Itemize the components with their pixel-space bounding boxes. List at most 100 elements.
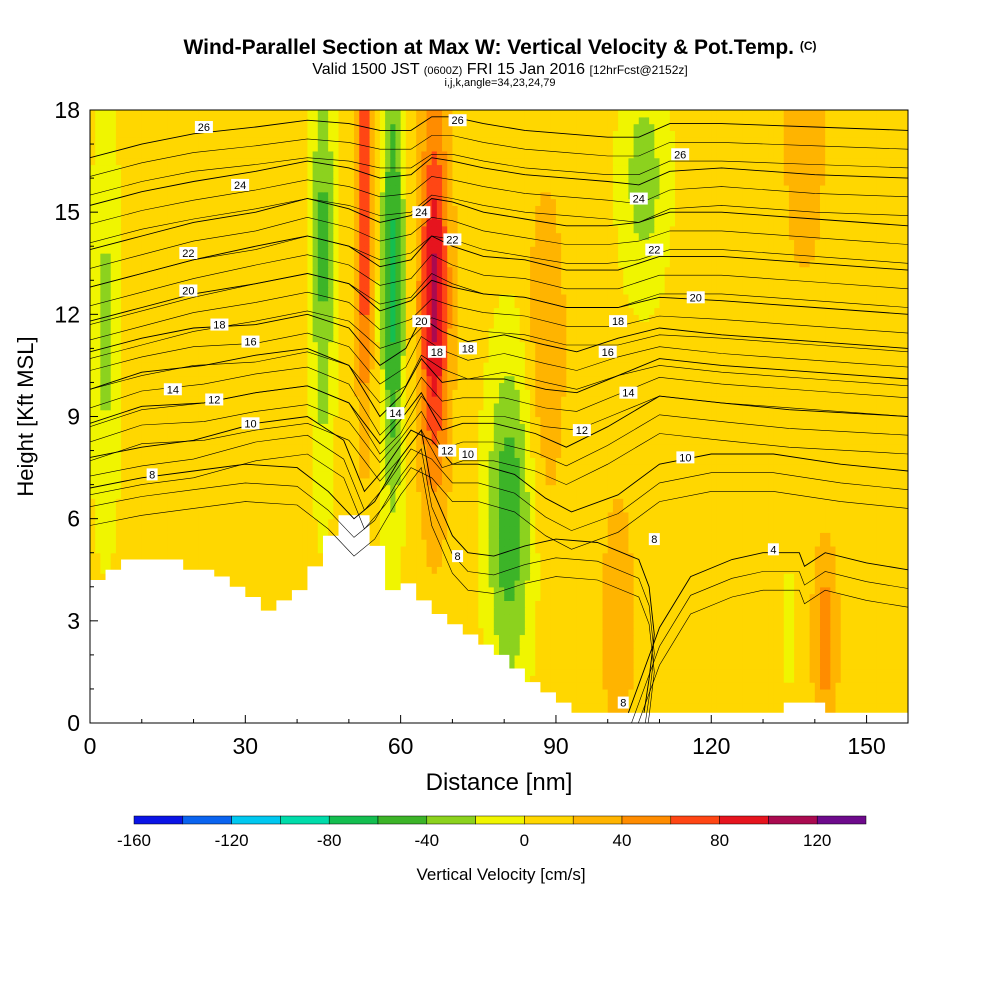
velocity-cell: [670, 689, 676, 696]
velocity-cell: [623, 669, 629, 676]
velocity-cell: [603, 669, 609, 676]
velocity-cell: [582, 703, 588, 710]
velocity-cell: [898, 682, 904, 689]
velocity-cell: [773, 689, 779, 696]
velocity-cell: [711, 703, 717, 710]
velocity-cell: [603, 703, 609, 710]
velocity-cell: [432, 607, 438, 614]
velocity-cell: [742, 669, 748, 676]
velocity-cell: [825, 662, 831, 669]
velocity-cell: [556, 621, 562, 628]
velocity-cell: [794, 689, 800, 696]
velocity-cell: [670, 662, 676, 669]
velocity-cell: [861, 634, 867, 641]
velocity-cell: [711, 689, 717, 696]
velocity-cell: [861, 689, 867, 696]
velocity-cell: [763, 614, 769, 621]
velocity-cell: [882, 634, 888, 641]
velocity-cell: [608, 662, 614, 669]
velocity-cell: [603, 621, 609, 628]
velocity-cell: [608, 621, 614, 628]
velocity-cell: [556, 655, 562, 662]
velocity-cell: [753, 655, 759, 662]
velocity-cell: [691, 634, 697, 641]
velocity-cell: [659, 621, 665, 628]
velocity-cell: [830, 703, 836, 710]
velocity-cell: [846, 628, 852, 635]
velocity-cell: [608, 641, 614, 648]
velocity-cell: [753, 600, 759, 607]
velocity-cell: [489, 600, 495, 607]
velocity-cell: [608, 675, 614, 682]
velocity-cell: [675, 669, 681, 676]
velocity-cell: [841, 696, 847, 703]
velocity-cell: [478, 614, 484, 621]
velocity-cell: [727, 682, 733, 689]
velocity-cell: [887, 675, 893, 682]
velocity-cell: [675, 682, 681, 689]
velocity-cell: [608, 696, 614, 703]
velocity-cell: [804, 662, 810, 669]
velocity-cell: [452, 614, 458, 621]
velocity-cell: [665, 703, 671, 710]
velocity-cell: [499, 634, 505, 641]
velocity-cell: [872, 682, 878, 689]
velocity-cell: [515, 648, 521, 655]
velocity-cell: [628, 600, 634, 607]
velocity-cell: [784, 669, 790, 676]
velocity-cell: [716, 662, 722, 669]
velocity-cell: [525, 634, 531, 641]
velocity-cell: [535, 634, 541, 641]
velocity-cell: [820, 655, 826, 662]
velocity-cell: [685, 648, 691, 655]
velocity-cell: [556, 682, 562, 689]
velocity-cell: [722, 675, 728, 682]
velocity-cell: [836, 607, 842, 614]
velocity-cell: [546, 669, 552, 676]
velocity-cell: [851, 614, 857, 621]
velocity-cell: [603, 600, 609, 607]
velocity-cell: [654, 600, 660, 607]
velocity-cell: [680, 621, 686, 628]
velocity-cell: [804, 600, 810, 607]
velocity-cell: [587, 634, 593, 641]
velocity-cell: [784, 621, 790, 628]
velocity-cell: [608, 607, 614, 614]
velocity-cell: [587, 703, 593, 710]
velocity-cell: [504, 628, 510, 635]
velocity-cell: [675, 614, 681, 621]
velocity-cell: [861, 675, 867, 682]
velocity-cell: [696, 641, 702, 648]
velocity-cell: [618, 662, 624, 669]
velocity-cell: [810, 634, 816, 641]
velocity-cell: [861, 703, 867, 710]
velocity-cell: [861, 607, 867, 614]
velocity-cell: [437, 600, 443, 607]
velocity-cell: [851, 641, 857, 648]
velocity-cell: [561, 641, 567, 648]
velocity-cell: [680, 648, 686, 655]
velocity-cell: [530, 600, 536, 607]
velocity-cell: [561, 621, 567, 628]
velocity-cell: [815, 689, 821, 696]
velocity-cell: [463, 600, 469, 607]
velocity-cell: [546, 662, 552, 669]
velocity-cell: [810, 614, 816, 621]
velocity-cell: [587, 614, 593, 621]
velocity-cell: [483, 634, 489, 641]
velocity-cell: [789, 621, 795, 628]
velocity-cell: [613, 634, 619, 641]
velocity-cell: [623, 634, 629, 641]
velocity-cell: [540, 621, 546, 628]
velocity-cell: [748, 703, 754, 710]
velocity-cell: [851, 648, 857, 655]
velocity-cell: [887, 628, 893, 635]
velocity-cell: [789, 655, 795, 662]
velocity-cell: [597, 641, 603, 648]
velocity-cell: [478, 634, 484, 641]
velocity-cell: [794, 600, 800, 607]
velocity-cell: [603, 655, 609, 662]
velocity-cell: [836, 682, 842, 689]
velocity-cell: [628, 614, 634, 621]
velocity-cell: [758, 634, 764, 641]
